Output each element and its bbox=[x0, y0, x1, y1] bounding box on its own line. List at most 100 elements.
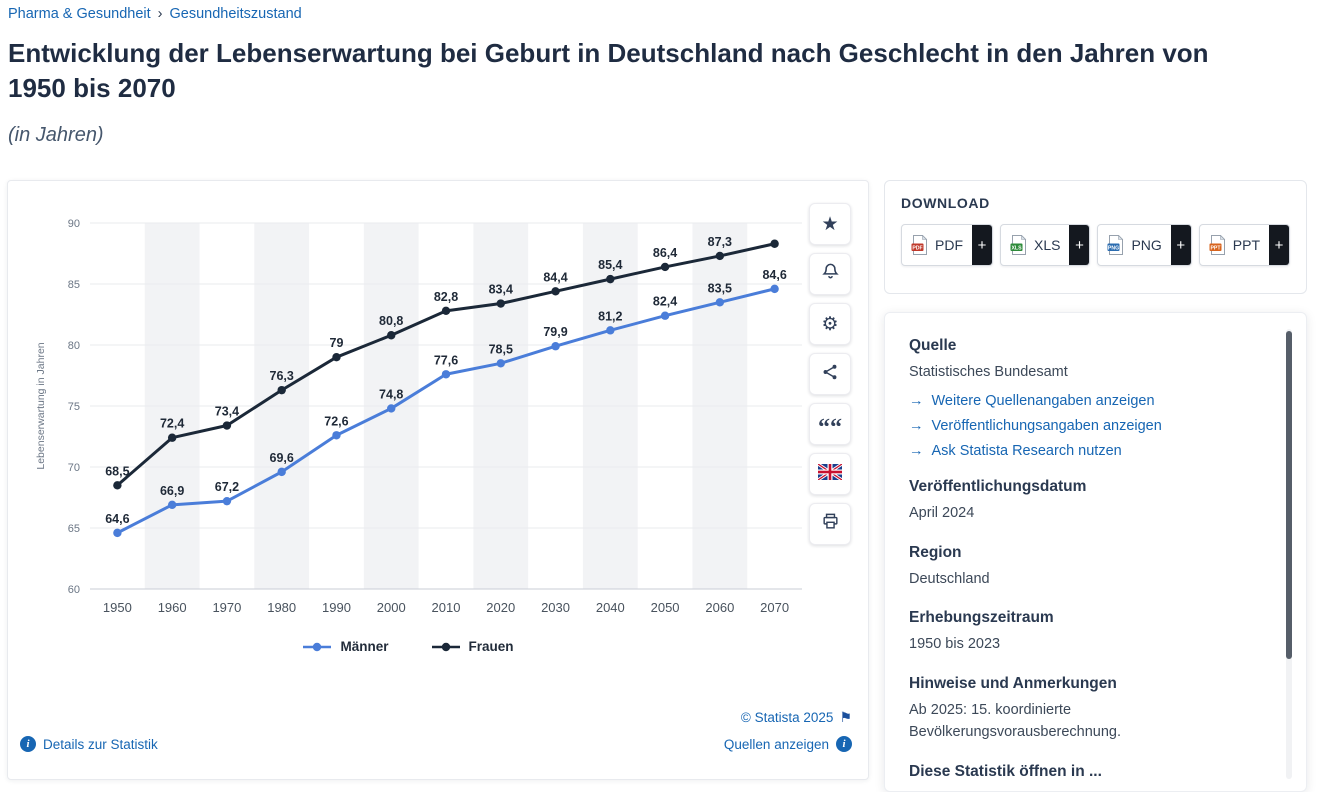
settings-button[interactable]: ⚙ bbox=[809, 303, 851, 345]
download-ppt-button[interactable]: PPT PPT + bbox=[1198, 224, 1290, 266]
download-buttons: PDF PDF + XLS XLS + PNG PNG + PPT PPT + bbox=[901, 224, 1290, 266]
svg-text:82,8: 82,8 bbox=[434, 290, 458, 304]
svg-text:64,6: 64,6 bbox=[105, 512, 129, 526]
svg-text:PNG: PNG bbox=[1108, 245, 1119, 251]
download-panel: DOWNLOAD PDF PDF + XLS XLS + PNG PNG + PPT PPT + bbox=[884, 180, 1307, 294]
svg-text:1980: 1980 bbox=[267, 600, 296, 615]
page-subtitle: (in Jahren) bbox=[8, 124, 104, 146]
info-icon[interactable]: i bbox=[20, 736, 36, 752]
svg-text:79: 79 bbox=[330, 336, 344, 350]
svg-text:2000: 2000 bbox=[377, 600, 406, 615]
svg-text:1950: 1950 bbox=[103, 600, 132, 615]
period-heading: Erhebungszeitraum bbox=[909, 609, 1054, 627]
gear-icon: ⚙ bbox=[821, 313, 839, 335]
source-heading: Quelle bbox=[909, 337, 957, 354]
svg-text:67,2: 67,2 bbox=[215, 480, 239, 494]
svg-text:77,6: 77,6 bbox=[434, 353, 458, 367]
pdf-file-icon: PDF bbox=[902, 235, 935, 255]
info-icon[interactable]: i bbox=[836, 736, 852, 752]
copyright: © Statista 2025 ⚑ bbox=[740, 709, 852, 725]
download-format-label: PNG bbox=[1131, 237, 1162, 253]
published-value: April 2024 bbox=[909, 504, 975, 521]
svg-text:66,9: 66,9 bbox=[160, 484, 184, 498]
more-sources-link[interactable]: Weitere Quellenangaben anzeigen bbox=[931, 392, 1155, 409]
page-title: Entwicklung der Lebenserwartung bei Gebu… bbox=[8, 38, 1209, 103]
svg-text:2020: 2020 bbox=[486, 600, 515, 615]
svg-text:69,6: 69,6 bbox=[270, 451, 294, 465]
svg-text:87,3: 87,3 bbox=[708, 235, 732, 249]
legend-item-männer[interactable]: Männer bbox=[302, 639, 389, 654]
svg-text:2040: 2040 bbox=[596, 600, 625, 615]
sources-link[interactable]: Quellen anzeigen bbox=[723, 736, 829, 752]
legend-marker-icon bbox=[303, 642, 332, 651]
statistic-details-panel: Quelle Statistisches Bundesamt → Weitere … bbox=[884, 312, 1307, 792]
printer-icon bbox=[821, 512, 840, 536]
region-heading: Region bbox=[909, 543, 962, 561]
print-button[interactable] bbox=[809, 503, 851, 545]
svg-text:86,4: 86,4 bbox=[653, 246, 677, 260]
download-heading: DOWNLOAD bbox=[901, 195, 990, 211]
svg-text:2050: 2050 bbox=[651, 600, 680, 615]
svg-text:80: 80 bbox=[68, 340, 80, 352]
legend-label: Frauen bbox=[468, 639, 514, 654]
svg-text:80,8: 80,8 bbox=[379, 314, 403, 328]
svg-text:2010: 2010 bbox=[432, 600, 461, 615]
svg-text:72,4: 72,4 bbox=[160, 417, 184, 431]
legend-label: Männer bbox=[340, 639, 389, 654]
svg-text:65: 65 bbox=[68, 523, 80, 535]
share-icon bbox=[821, 363, 839, 386]
scrollbar-thumb[interactable] bbox=[1286, 331, 1292, 659]
open-in-heading: Diese Statistik öffnen in ... bbox=[909, 762, 1102, 780]
chart-toolbar: ★ ⚙ ““ bbox=[809, 203, 851, 545]
svg-text:2070: 2070 bbox=[760, 600, 789, 615]
download-xls-button[interactable]: XLS XLS + bbox=[999, 224, 1091, 266]
download-pdf-button[interactable]: PDF PDF + bbox=[901, 224, 993, 266]
favorite-button[interactable]: ★ bbox=[809, 203, 851, 245]
star-icon: ★ bbox=[821, 213, 839, 235]
svg-text:81,2: 81,2 bbox=[598, 309, 622, 323]
legend-item-frauen[interactable]: Frauen bbox=[431, 639, 514, 654]
chart-legend: Männer Frauen bbox=[8, 639, 808, 654]
details-link-row: i Details zur Statistik bbox=[20, 736, 158, 752]
arrow-icon: → bbox=[909, 417, 924, 434]
legend-marker-icon bbox=[431, 642, 460, 651]
citation-button[interactable]: ““ bbox=[809, 403, 851, 445]
source-link-row: → Veröffentlichungsangaben anzeigen bbox=[909, 418, 1260, 434]
alert-button[interactable] bbox=[809, 253, 851, 295]
quote-icon: ““ bbox=[818, 415, 842, 442]
language-toggle-button[interactable] bbox=[809, 453, 851, 495]
download-png-button[interactable]: PNG PNG + bbox=[1097, 224, 1192, 266]
svg-text:PPT: PPT bbox=[1210, 245, 1221, 251]
sources-link-row: Quellen anzeigen i bbox=[724, 736, 852, 752]
publication-info-link[interactable]: Veröffentlichungsangaben anzeigen bbox=[931, 417, 1162, 434]
svg-text:85: 85 bbox=[68, 279, 80, 291]
svg-text:83,5: 83,5 bbox=[708, 281, 732, 295]
xls-file-icon: XLS bbox=[1001, 235, 1034, 255]
flag-icon: ⚑ bbox=[839, 709, 852, 725]
svg-text:83,4: 83,4 bbox=[489, 283, 513, 297]
download-add-button[interactable]: + bbox=[1170, 225, 1191, 265]
svg-text:74,8: 74,8 bbox=[379, 387, 403, 401]
details-link[interactable]: Details zur Statistik bbox=[43, 736, 158, 752]
ask-research-link[interactable]: Ask Statista Research nutzen bbox=[931, 442, 1122, 459]
svg-text:72,6: 72,6 bbox=[324, 414, 348, 428]
notes-heading: Hinweise und Anmerkungen bbox=[909, 675, 1117, 692]
svg-text:84,6: 84,6 bbox=[762, 268, 786, 282]
chart-card: 60 65 70 75 80 85 90 Lebenserwartung in Jahren 1… bbox=[7, 180, 869, 780]
svg-text:1990: 1990 bbox=[322, 600, 351, 615]
download-add-button[interactable]: + bbox=[1269, 225, 1289, 265]
line-chart: 60 65 70 75 80 85 90 Lebenserwartung in Jahren 1… bbox=[12, 197, 812, 622]
published-heading: Veröffentlichungsdatum bbox=[909, 477, 1087, 495]
svg-text:1960: 1960 bbox=[158, 600, 187, 615]
svg-text:Lebenserwartung in Jahren: Lebenserwartung in Jahren bbox=[35, 342, 47, 469]
download-add-button[interactable]: + bbox=[972, 225, 992, 265]
svg-text:2060: 2060 bbox=[705, 600, 734, 615]
download-add-button[interactable]: + bbox=[1069, 225, 1090, 265]
share-button[interactable] bbox=[809, 353, 851, 395]
breadcrumb-link-gesundheitszustand[interactable]: Gesundheitszustand bbox=[169, 6, 302, 22]
uk-flag-icon bbox=[817, 462, 843, 485]
source-link-row: → Ask Statista Research nutzen bbox=[909, 443, 1260, 459]
breadcrumb-link-pharma[interactable]: Pharma & Gesundheit bbox=[8, 6, 151, 22]
notes-value: Ab 2025: 15. koordinierte Bevölkerungsvo… bbox=[909, 702, 1121, 740]
svg-text:75: 75 bbox=[68, 401, 80, 413]
